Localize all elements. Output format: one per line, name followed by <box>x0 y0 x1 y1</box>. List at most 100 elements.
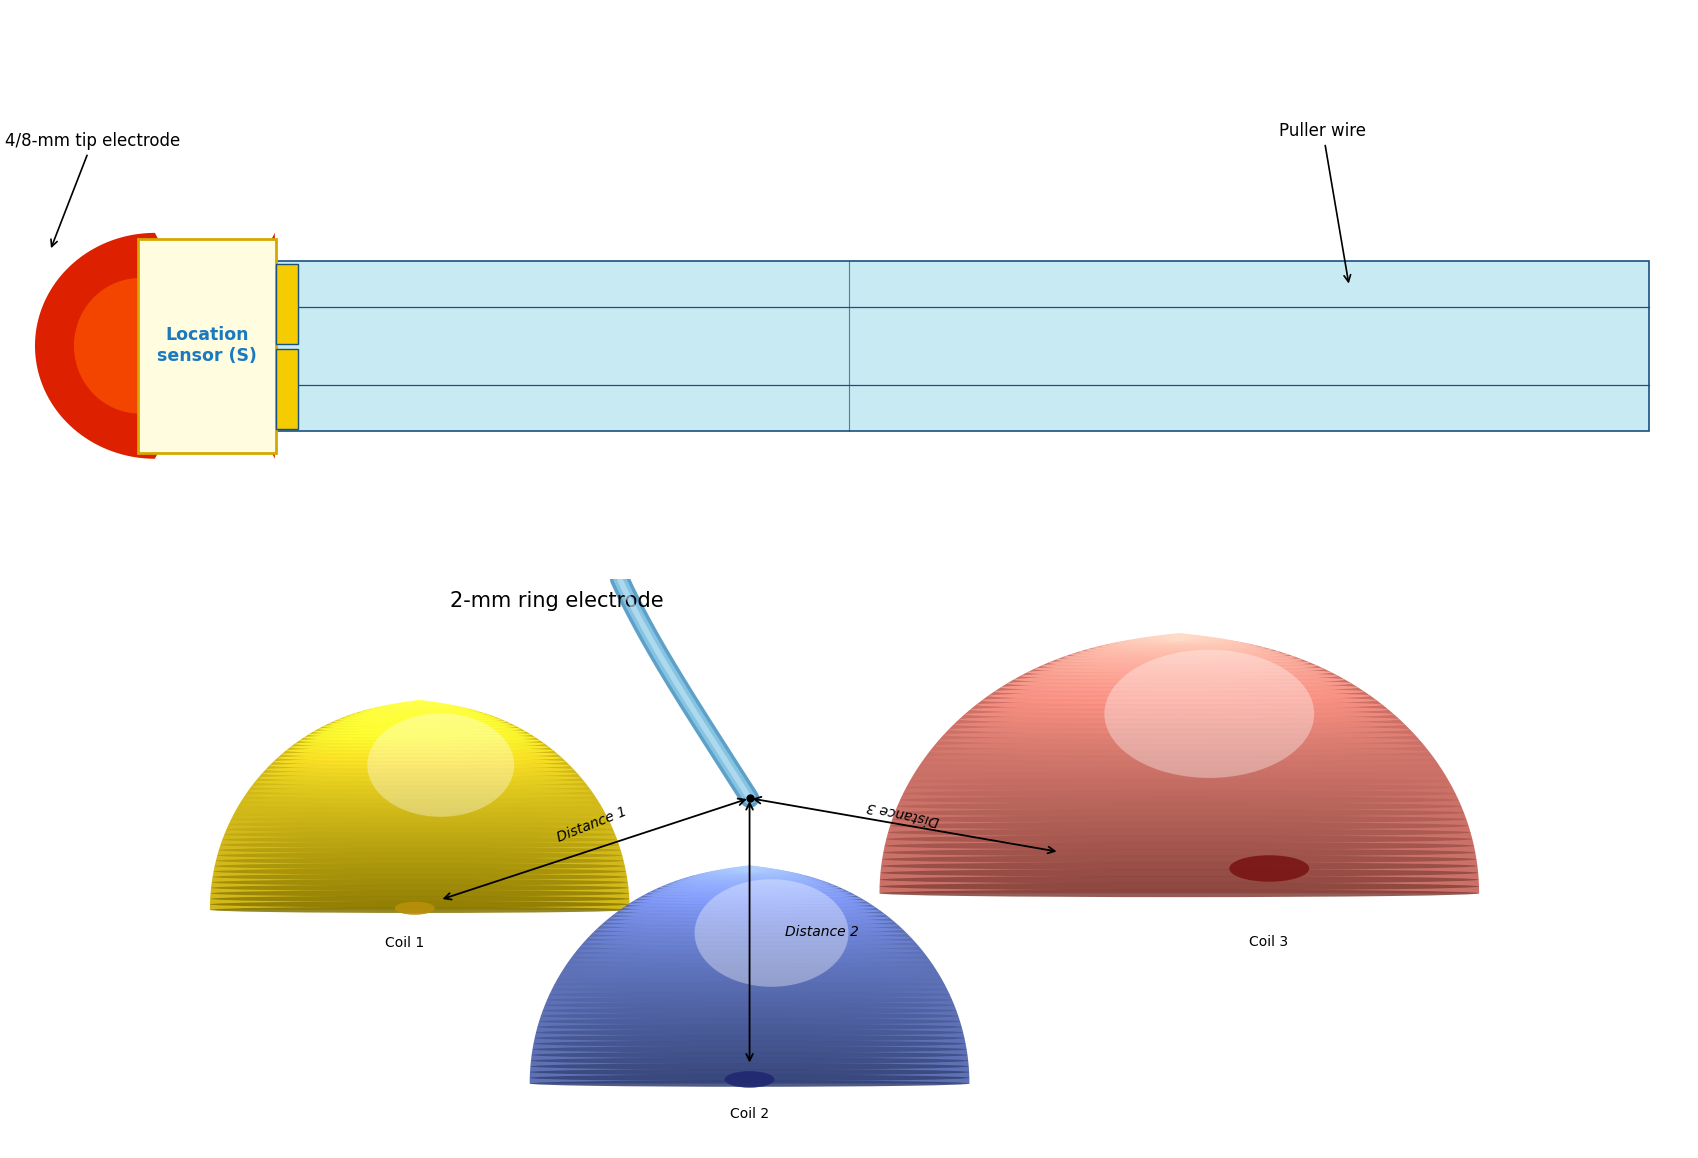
Ellipse shape <box>214 863 625 870</box>
Ellipse shape <box>248 787 591 794</box>
Text: Coil 1: Coil 1 <box>384 937 424 951</box>
Ellipse shape <box>1139 636 1219 643</box>
Ellipse shape <box>934 742 1425 749</box>
Ellipse shape <box>654 887 846 893</box>
Ellipse shape <box>691 873 807 879</box>
Bar <box>138 239 275 453</box>
Ellipse shape <box>723 1071 774 1087</box>
Ellipse shape <box>993 688 1363 696</box>
Ellipse shape <box>937 736 1420 745</box>
Ellipse shape <box>531 1046 966 1053</box>
Ellipse shape <box>659 885 841 891</box>
Ellipse shape <box>214 868 625 874</box>
Ellipse shape <box>290 745 548 750</box>
Ellipse shape <box>375 704 464 711</box>
Ellipse shape <box>211 901 630 908</box>
Ellipse shape <box>348 712 491 718</box>
Ellipse shape <box>883 849 1474 857</box>
Ellipse shape <box>942 731 1414 739</box>
Ellipse shape <box>229 821 611 828</box>
Ellipse shape <box>1048 659 1309 667</box>
Ellipse shape <box>385 703 453 709</box>
Ellipse shape <box>613 911 885 917</box>
Ellipse shape <box>241 797 598 804</box>
Text: Coil 2: Coil 2 <box>730 1107 769 1121</box>
Ellipse shape <box>888 829 1470 836</box>
Ellipse shape <box>964 711 1394 718</box>
Ellipse shape <box>535 1035 964 1041</box>
Ellipse shape <box>674 878 824 885</box>
Ellipse shape <box>880 875 1477 884</box>
Ellipse shape <box>1131 636 1226 644</box>
Ellipse shape <box>226 827 613 833</box>
Ellipse shape <box>720 867 778 873</box>
Ellipse shape <box>333 718 506 725</box>
Ellipse shape <box>725 866 773 873</box>
Ellipse shape <box>1146 635 1211 643</box>
Ellipse shape <box>970 705 1387 713</box>
Ellipse shape <box>987 692 1370 699</box>
Ellipse shape <box>981 696 1375 704</box>
Ellipse shape <box>637 895 861 901</box>
Ellipse shape <box>233 812 606 818</box>
Text: Location
sensor (S): Location sensor (S) <box>156 327 256 365</box>
Ellipse shape <box>581 943 919 950</box>
Ellipse shape <box>1041 662 1316 669</box>
Polygon shape <box>880 637 1479 893</box>
Ellipse shape <box>328 720 511 727</box>
Polygon shape <box>211 703 630 910</box>
Ellipse shape <box>221 842 618 848</box>
Ellipse shape <box>696 872 801 878</box>
Ellipse shape <box>1034 665 1324 673</box>
Ellipse shape <box>565 961 932 968</box>
Ellipse shape <box>217 852 621 858</box>
Ellipse shape <box>1000 683 1357 691</box>
Ellipse shape <box>642 892 856 899</box>
Ellipse shape <box>552 987 947 992</box>
Ellipse shape <box>392 702 447 708</box>
Ellipse shape <box>664 882 834 888</box>
Text: 2-mm ring electrode: 2-mm ring electrode <box>450 592 662 611</box>
Ellipse shape <box>1007 680 1352 688</box>
Ellipse shape <box>929 748 1428 755</box>
Ellipse shape <box>1092 644 1265 652</box>
Ellipse shape <box>211 891 628 896</box>
Ellipse shape <box>947 726 1409 733</box>
Ellipse shape <box>309 732 531 738</box>
Ellipse shape <box>251 784 588 790</box>
Ellipse shape <box>572 952 925 959</box>
Ellipse shape <box>881 856 1476 863</box>
Ellipse shape <box>1100 642 1258 650</box>
Ellipse shape <box>880 882 1479 891</box>
Ellipse shape <box>1163 633 1195 642</box>
Ellipse shape <box>649 889 851 896</box>
Bar <box>275 349 297 428</box>
Text: Puller wire: Puller wire <box>1279 122 1365 281</box>
Ellipse shape <box>548 991 949 998</box>
Ellipse shape <box>338 717 501 723</box>
Ellipse shape <box>282 752 557 757</box>
Text: Coil 3: Coil 3 <box>1248 935 1287 948</box>
Ellipse shape <box>231 816 608 822</box>
Ellipse shape <box>367 713 514 816</box>
Ellipse shape <box>211 907 630 913</box>
Ellipse shape <box>224 831 615 837</box>
Ellipse shape <box>560 972 939 977</box>
Ellipse shape <box>245 792 594 799</box>
Ellipse shape <box>545 1002 954 1009</box>
Ellipse shape <box>211 885 628 891</box>
Ellipse shape <box>402 701 436 706</box>
Ellipse shape <box>903 790 1455 798</box>
Ellipse shape <box>1020 672 1338 680</box>
Ellipse shape <box>255 779 584 785</box>
Ellipse shape <box>343 714 496 720</box>
Ellipse shape <box>216 858 623 864</box>
Ellipse shape <box>1027 668 1331 676</box>
Ellipse shape <box>1070 651 1287 659</box>
Ellipse shape <box>686 874 813 881</box>
Ellipse shape <box>681 877 818 882</box>
Polygon shape <box>530 868 970 1084</box>
Ellipse shape <box>212 879 627 886</box>
Ellipse shape <box>1116 639 1241 646</box>
Ellipse shape <box>535 1029 963 1035</box>
